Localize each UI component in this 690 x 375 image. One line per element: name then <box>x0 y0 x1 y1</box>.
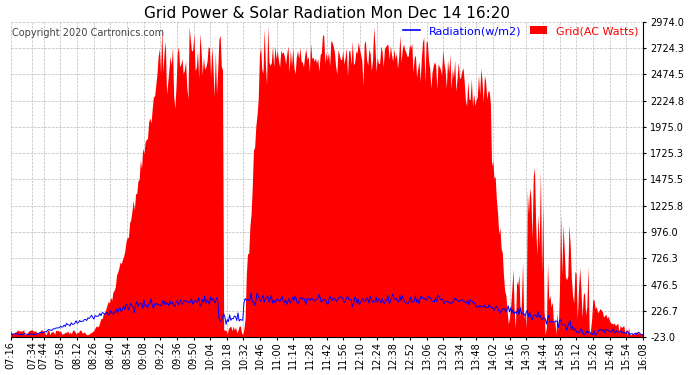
Text: Copyright 2020 Cartronics.com: Copyright 2020 Cartronics.com <box>12 28 164 38</box>
Title: Grid Power & Solar Radiation Mon Dec 14 16:20: Grid Power & Solar Radiation Mon Dec 14 … <box>144 6 510 21</box>
Legend: Radiation(w/m2), Grid(AC Watts): Radiation(w/m2), Grid(AC Watts) <box>399 22 643 40</box>
